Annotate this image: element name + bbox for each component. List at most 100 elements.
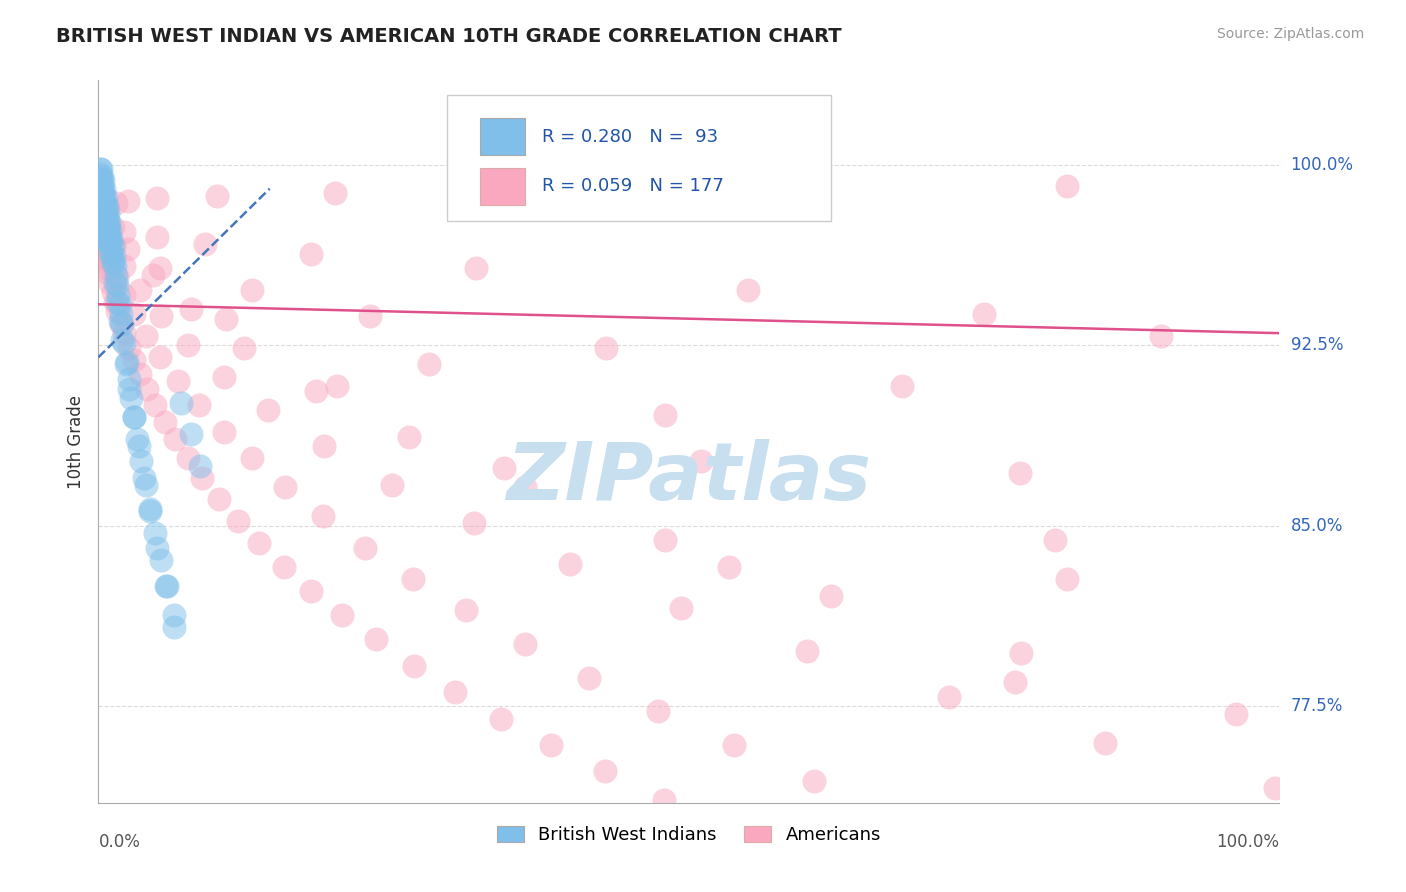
Point	[1004, 675, 1026, 690]
Point	[94, 215, 117, 229]
Point	[163, 607, 186, 622]
Point	[96, 222, 118, 236]
Point	[128, 367, 150, 381]
Point	[112, 287, 135, 301]
Point	[737, 283, 759, 297]
Point	[689, 454, 711, 468]
Point	[153, 415, 176, 429]
Point	[111, 317, 134, 331]
Point	[359, 310, 381, 324]
Point	[91, 213, 114, 227]
Point	[444, 685, 467, 699]
Point	[149, 261, 172, 276]
Point	[94, 191, 117, 205]
Point	[418, 358, 440, 372]
Point	[191, 470, 214, 484]
Point	[91, 246, 114, 260]
Point	[112, 225, 135, 239]
Point	[938, 690, 960, 704]
Point	[90, 232, 112, 246]
Y-axis label: 10th Grade: 10th Grade	[67, 394, 86, 489]
Point	[669, 600, 692, 615]
Point	[128, 283, 150, 297]
Point	[890, 379, 912, 393]
Point	[212, 425, 235, 439]
Point	[117, 194, 139, 208]
Point	[94, 201, 117, 215]
Point	[91, 201, 114, 215]
Point	[91, 194, 114, 208]
Point	[93, 181, 115, 195]
Text: R = 0.280   N =  93: R = 0.280 N = 93	[543, 128, 718, 145]
Point	[465, 261, 488, 276]
Point	[1056, 179, 1078, 194]
Point	[96, 213, 118, 227]
Point	[108, 314, 131, 328]
Point	[232, 341, 254, 355]
Point	[240, 283, 263, 297]
Text: 100.0%: 100.0%	[1291, 155, 1354, 174]
Point	[593, 764, 616, 779]
Point	[156, 579, 179, 593]
Point	[150, 310, 173, 324]
Point	[98, 237, 121, 252]
Point	[98, 229, 121, 244]
Point	[104, 294, 127, 309]
Point	[89, 162, 111, 177]
Point	[652, 793, 675, 807]
Point	[330, 607, 353, 622]
Point	[247, 535, 270, 549]
Point	[110, 307, 132, 321]
Point	[100, 232, 122, 246]
Point	[94, 256, 117, 270]
Point	[177, 338, 200, 352]
Point	[796, 181, 818, 195]
Point	[166, 374, 188, 388]
Point	[97, 205, 120, 219]
Point	[208, 492, 231, 507]
Point	[1150, 328, 1173, 343]
Point	[889, 808, 911, 822]
Point	[91, 169, 114, 184]
Point	[381, 478, 404, 492]
Point	[595, 341, 617, 355]
Point	[785, 847, 807, 861]
Point	[97, 218, 120, 232]
Point	[146, 541, 169, 555]
Point	[97, 235, 120, 249]
Point	[108, 297, 131, 311]
Point	[558, 558, 581, 572]
Point	[803, 774, 825, 789]
Point	[96, 239, 118, 253]
Point	[323, 186, 346, 201]
Point	[118, 372, 141, 386]
Point	[98, 237, 121, 252]
Point	[104, 259, 127, 273]
Point	[1073, 880, 1095, 892]
Point	[93, 208, 115, 222]
Point	[489, 711, 512, 725]
Point	[312, 509, 335, 524]
Point	[96, 227, 118, 242]
Point	[135, 382, 157, 396]
Point	[127, 432, 149, 446]
Point	[122, 410, 145, 425]
Point	[117, 242, 139, 256]
Point	[90, 218, 112, 232]
Point	[215, 311, 238, 326]
Point	[89, 189, 111, 203]
Point	[112, 335, 135, 350]
Point	[100, 246, 122, 260]
Point	[112, 259, 135, 273]
Point	[101, 256, 124, 270]
Point	[90, 235, 112, 249]
Point	[110, 317, 132, 331]
Point	[513, 637, 536, 651]
Point	[212, 369, 235, 384]
Point	[143, 526, 166, 541]
Point	[139, 502, 162, 516]
Point	[398, 430, 420, 444]
Point	[654, 533, 676, 548]
Text: R = 0.059   N = 177: R = 0.059 N = 177	[543, 178, 724, 195]
Point	[98, 276, 121, 290]
